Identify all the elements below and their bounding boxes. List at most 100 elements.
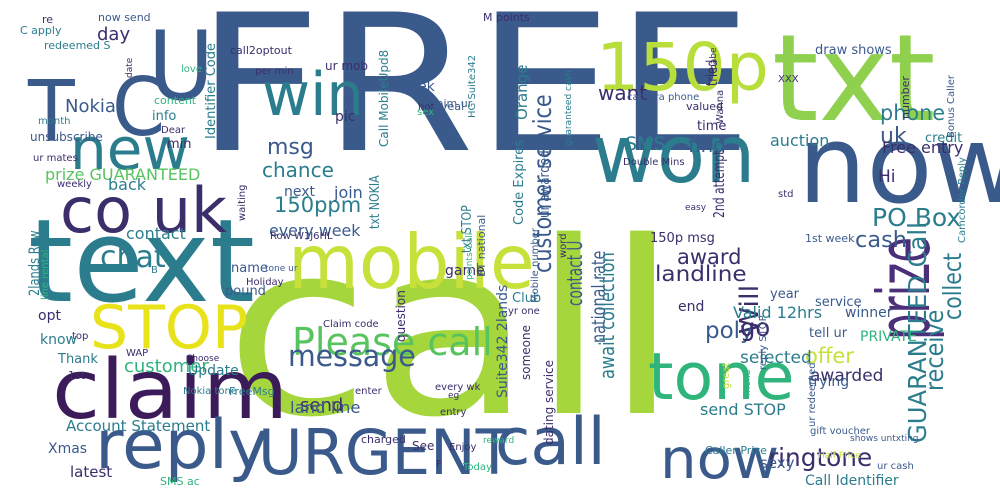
word-valid-12hrs: Valid 12hrs [733, 303, 823, 322]
word-today: Today [463, 462, 492, 473]
word-free-entry: Free entry [882, 138, 964, 157]
word-won: won [592, 108, 756, 201]
word-camcorder-reply: Camcorder Reply [957, 157, 968, 243]
word-day: day [97, 24, 131, 45]
word-draw-shows: draw shows [815, 43, 892, 58]
word-bt-national: BT national [475, 214, 488, 277]
word-msg: msg [267, 135, 314, 160]
word-phone: phone [880, 101, 946, 125]
word-receive: receive [920, 309, 949, 391]
word-awarded: awarded [810, 366, 884, 386]
word-opt: opt [38, 308, 61, 324]
word-bonus-caller: Bonus Caller [946, 75, 957, 138]
word-hg-suite342: HG Suite342 [467, 54, 478, 118]
word-date: date [125, 57, 135, 78]
word-land-line: land line [290, 398, 361, 417]
word-winner: winner [845, 305, 893, 321]
word-m-points: M points [483, 11, 530, 24]
word-reply-stop: reply STOP [758, 315, 769, 370]
word-u: U [148, 12, 215, 122]
word-want: want [598, 81, 648, 105]
word-credit: credit [925, 131, 963, 146]
word-pic: pic [335, 109, 356, 125]
word-thank: Thank [58, 352, 98, 367]
word-tone-ur: tone ur [265, 264, 298, 274]
word-find: find [688, 133, 726, 157]
word-entry: entry [440, 407, 467, 418]
word-identifier-code: Identifier Code [204, 43, 219, 139]
word-go: go [740, 313, 771, 342]
word-ur-cash: ur cash [877, 461, 914, 472]
word-prize-guaranteed: prize GUARANTEED [45, 165, 201, 184]
word-double-mins: Double Mins [623, 157, 685, 168]
word-re: re [42, 13, 54, 26]
word-sms: SMS [625, 133, 666, 155]
word-reply: reply [95, 406, 270, 485]
word-enjoy: Enjoy [449, 442, 477, 453]
word-stop: STOP [90, 293, 249, 363]
word-wap: WAP [126, 348, 149, 359]
word-row-w1j6hl: Row W1J6HL [270, 231, 333, 242]
word-mobile-number: Mobile number [530, 227, 541, 303]
word-customer: customer [124, 356, 209, 377]
word-easy: easy [685, 203, 707, 213]
word-message: message [288, 339, 416, 373]
word-update: Update [188, 363, 239, 379]
word-po-box: PO Box [872, 203, 962, 232]
word-sexy: sexy [760, 454, 795, 472]
word-camera-phone: camera phone [627, 92, 700, 103]
word-150p-msg: 150p msg [650, 231, 715, 246]
word-await-collection: await collection [595, 252, 619, 380]
word-account-statement: Account Statement [66, 417, 211, 435]
word-c: C [112, 61, 166, 154]
word-content: content [154, 94, 197, 107]
word-now: now [798, 103, 1000, 228]
word-chance: chance [262, 158, 334, 182]
word-nokia-tone: Nokia tone [183, 386, 238, 397]
word-call: call [225, 190, 679, 470]
word-unsubscribe: unsubscribe [30, 130, 103, 144]
word-contact: contact [126, 224, 186, 243]
word-top: top [72, 331, 89, 342]
word-week: week [398, 79, 435, 95]
word-half-price: Half Price [818, 451, 861, 461]
word-join: join [334, 183, 363, 202]
word-know: know [40, 332, 77, 348]
word-dear: Dear [161, 125, 186, 136]
word-line-rental: line rental [40, 249, 51, 300]
word-ur-mates: ur mates [33, 153, 78, 164]
word-xmas: Xmas [48, 441, 88, 457]
word-new: new [70, 115, 190, 183]
word-1st-week: 1st week [805, 232, 855, 245]
word-ringtone: ringtone [768, 443, 873, 472]
word-txt-nokia: txt NOKIA [368, 174, 383, 229]
word-back: back [108, 175, 147, 194]
word-free: FREE [195, 0, 754, 195]
word-150p: 150p [596, 29, 769, 106]
word-choose: Choose [186, 354, 220, 364]
word-gift-voucher: gift voucher [810, 426, 871, 437]
word-claim-code: Claim code [323, 319, 379, 330]
word-love: love [181, 64, 202, 75]
word-reveal: reveal [430, 100, 465, 113]
word-hot: hot [418, 102, 435, 113]
word-call-mobileupd8: Call MobileUpd8 [377, 49, 391, 147]
word-next: next [284, 184, 316, 200]
word-x: x [385, 79, 394, 95]
word-t: T [28, 63, 75, 162]
word-min: min [167, 137, 192, 152]
word-ur-awarded: ur awarded [537, 150, 553, 218]
word-year: year [770, 287, 800, 302]
word-reward: reward [483, 436, 515, 446]
word-now: now [660, 427, 780, 491]
word-waiting: waiting [237, 184, 248, 221]
word-b: B [151, 265, 158, 276]
word-call2optout: call2optout [230, 44, 292, 57]
word-claim: claim [52, 343, 289, 438]
word-uk: uk [880, 124, 907, 149]
word-sex: sex [417, 107, 435, 118]
word-code-expires: Code Expires [512, 139, 527, 225]
word-club: Club [512, 291, 542, 306]
word-landline: landline [655, 262, 747, 286]
